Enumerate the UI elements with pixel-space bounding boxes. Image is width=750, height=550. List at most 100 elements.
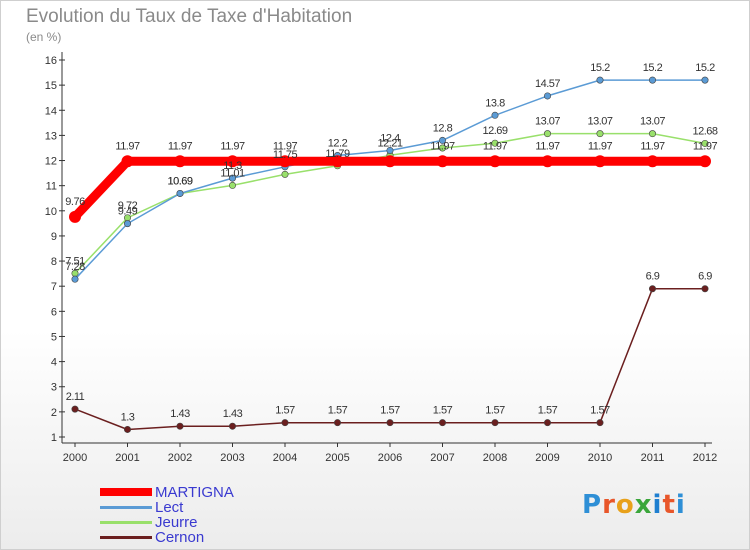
data-label-lect: 15.2 [695,62,715,74]
logo-letter: i [675,490,686,520]
x-tick-label: 2006 [378,452,402,464]
data-point-lect [438,136,446,144]
data-point-martigna [489,155,501,168]
data-point-cernon [333,419,341,427]
data-point-martigna [436,155,449,168]
data-label-martigna: 11.97 [430,140,455,152]
legend-label: MARTIGNA [155,484,234,501]
y-tick-label: 4 [51,357,57,369]
data-point-lect [701,76,709,84]
data-label-lect: 11.75 [273,149,298,161]
chart-subtitle: (en %) [26,30,62,44]
data-point-jeurre [438,144,446,152]
y-tick-label: 13 [45,130,57,142]
x-tick-label: 2005 [325,452,349,464]
y-tick-label: 2 [51,407,57,419]
data-point-jeurre [648,130,656,138]
data-label-jeurre: 10.69 [167,175,192,187]
series-line-martigna [70,156,710,222]
logo-letter: x [634,490,653,520]
data-point-lect [71,275,79,283]
data-label-martigna: 11.97 [535,140,560,152]
data-label-cernon: 6.9 [698,271,712,283]
data-point-jeurre [491,139,499,147]
data-point-jeurre [543,130,551,138]
legend-label: Cernon [155,529,205,546]
data-point-cernon [491,419,499,427]
data-label-martigna: 11.97 [640,140,665,152]
data-point-lect [229,174,237,182]
y-tick-label: 5 [51,331,57,343]
data-point-martigna [69,210,81,223]
data-label-jeurre: 13.07 [640,116,665,128]
data-label-jeurre: 12.21 [377,137,402,149]
y-tick-label: 12 [45,156,57,168]
data-point-jeurre [229,181,237,189]
data-label-jeurre: 13.07 [535,116,560,128]
y-tick-label: 15 [45,80,57,92]
data-point-cernon [176,422,184,430]
x-tick-label: 2004 [273,452,297,464]
y-tick-label: 1 [51,432,57,444]
data-label-cernon: 1.57 [538,405,558,417]
x-tick-label: 2007 [430,452,454,464]
data-label-martigna: 11.97 [220,140,245,152]
data-point-martigna [699,155,711,168]
data-point-lect [543,92,551,100]
data-point-cernon [71,405,79,413]
x-tick-label: 2003 [220,452,244,464]
chart-title: Evolution du Taux de Taxe d'Habitation [26,6,353,27]
y-tick-label: 6 [51,306,57,318]
x-tick-label: 2001 [115,452,139,464]
data-label-jeurre: 11.01 [220,167,245,179]
data-label-martigna: 11.97 [483,140,508,152]
data-label-cernon: 1.57 [380,405,400,417]
data-point-martigna [384,155,396,168]
y-tick-label: 16 [45,55,57,67]
data-label-jeurre: 11.79 [325,148,350,160]
legend-swatch [100,536,152,539]
x-tick-label: 2009 [535,452,559,464]
data-point-cernon [648,285,656,293]
data-point-cernon [596,419,604,427]
data-label-cernon: 1.43 [170,408,190,420]
data-label-cernon: 1.3 [121,411,135,423]
data-point-cernon [124,425,132,433]
legend-swatch [100,506,152,509]
proxiti-logo: Proxiti [582,490,686,520]
y-tick-label: 7 [51,281,57,293]
x-tick-label: 2000 [63,452,87,464]
data-label-lect: 15.2 [643,62,663,74]
data-label-lect: 7.28 [65,261,85,273]
x-tick-label: 2012 [693,452,717,464]
y-tick-label: 11 [46,181,57,193]
data-point-cernon [701,285,709,293]
chart-series [69,76,711,433]
data-label-jeurre: 13.07 [587,116,612,128]
data-point-martigna [331,155,344,168]
data-label-jeurre: 9.72 [118,200,138,212]
y-tick-label: 14 [45,105,57,117]
data-label-lect: 10.69 [167,175,192,187]
y-tick-label: 9 [51,231,57,243]
data-label-lect: 12.2 [328,138,348,150]
data-point-martigna [541,155,554,168]
data-label-jeurre: 7.51 [65,255,85,267]
legend-swatch [100,521,152,524]
x-tick-label: 2002 [168,452,192,464]
x-tick-label: 2008 [483,452,507,464]
y-tick-label: 10 [45,206,57,218]
data-point-martigna [226,155,239,168]
x-tick-label: 2011 [641,452,665,464]
data-label-jeurre: 12.68 [692,125,717,137]
data-point-cernon [229,422,237,430]
data-point-jeurre [281,170,289,178]
data-label-lect: 9.49 [118,206,138,218]
data-label-martigna: 9.76 [65,196,85,208]
data-point-martigna [121,155,134,168]
data-point-lect [124,220,132,228]
data-point-cernon [281,419,289,427]
logo-letter: t [662,490,676,520]
